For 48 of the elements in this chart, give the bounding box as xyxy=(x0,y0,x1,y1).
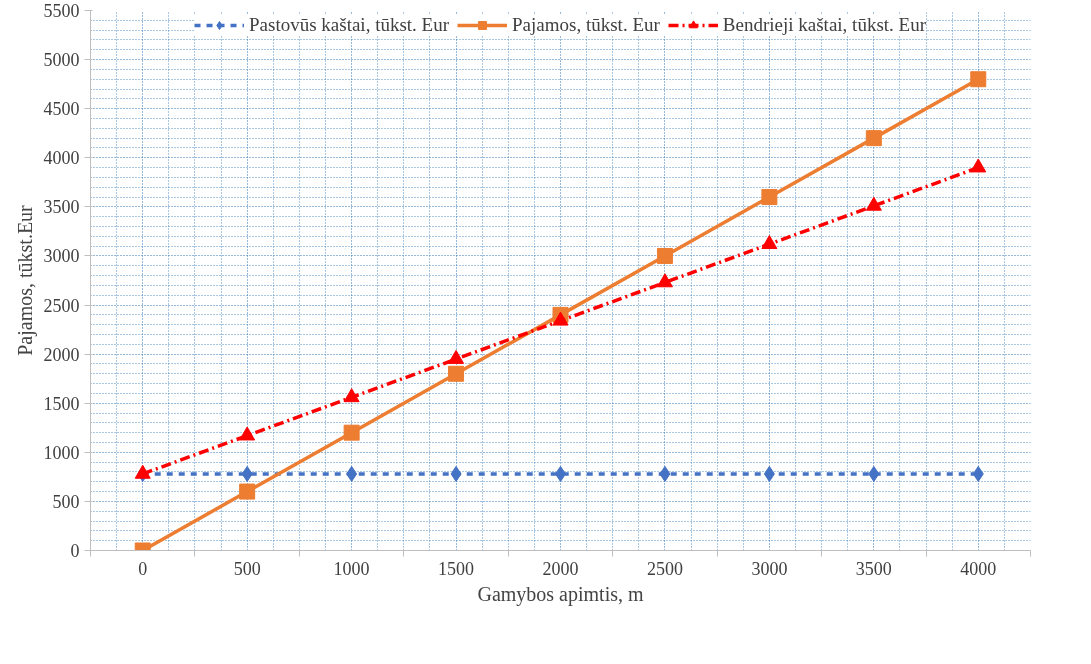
point xyxy=(241,465,253,482)
point xyxy=(346,465,358,482)
point xyxy=(761,189,778,206)
point xyxy=(656,273,673,288)
point xyxy=(343,388,360,403)
point xyxy=(239,483,256,500)
x-tick-label: 3500 xyxy=(855,558,892,579)
x-tick-label: 2000 xyxy=(542,558,579,579)
point xyxy=(448,349,465,364)
legend-label: Pastovūs kaštai, tūkst. Eur xyxy=(249,14,450,36)
y-tick-label: 2500 xyxy=(43,295,80,316)
x-axis-title: Gamybos apimtis, m xyxy=(477,582,644,606)
x-tick-label: 1000 xyxy=(333,558,370,579)
point xyxy=(343,424,360,441)
point xyxy=(865,130,882,147)
point xyxy=(972,465,984,482)
y-tick-label: 1000 xyxy=(43,442,80,463)
x-tick-label: 4000 xyxy=(960,558,997,579)
y-tick-label: 5000 xyxy=(43,50,80,71)
point xyxy=(970,158,987,173)
y-tick-label: 5500 xyxy=(43,1,80,21)
y-tick-label: 3500 xyxy=(43,197,80,218)
x-tick-label: 500 xyxy=(233,558,261,579)
point xyxy=(239,426,256,441)
x-tick-label: 0 xyxy=(138,558,148,579)
y-tick-label: 1500 xyxy=(43,393,80,414)
point xyxy=(970,71,987,88)
point xyxy=(656,247,673,264)
point xyxy=(552,311,569,326)
legend-label: Pajamos, tūkst. Eur xyxy=(512,14,660,36)
point xyxy=(868,465,880,482)
y-tick-label: 2000 xyxy=(43,344,80,365)
point xyxy=(448,365,465,382)
y-tick-label: 3000 xyxy=(43,246,80,267)
y-tick-label: 500 xyxy=(52,491,80,512)
y-tick-label: 0 xyxy=(70,541,80,561)
point xyxy=(761,235,778,249)
y-axis-title: Pajamos, tūkst.Eur xyxy=(13,204,37,356)
x-tick-label: 2500 xyxy=(646,558,683,579)
y-tick-label: 4500 xyxy=(43,99,80,120)
point xyxy=(450,465,462,482)
legend-label: Bendrieji kaštai, tūkst. Eur xyxy=(722,14,926,36)
point xyxy=(659,465,671,482)
y-tick-label: 4000 xyxy=(43,148,80,169)
point xyxy=(763,465,775,482)
x-tick-label: 3000 xyxy=(751,558,788,579)
x-tick-label: 1500 xyxy=(438,558,475,579)
point xyxy=(865,196,882,211)
